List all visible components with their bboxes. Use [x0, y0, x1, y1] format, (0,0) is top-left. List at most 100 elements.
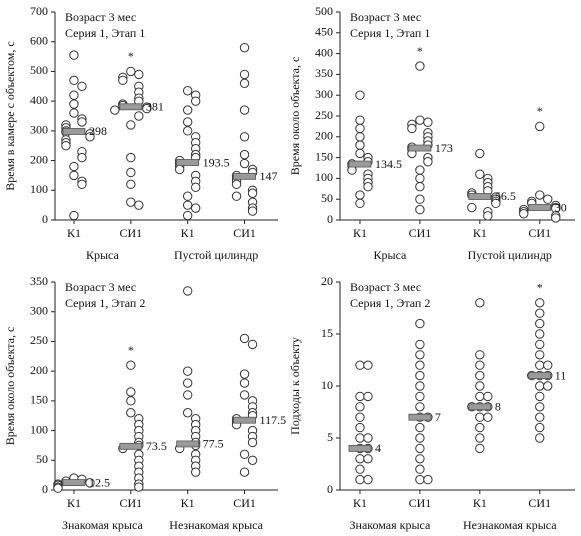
- data-point: [85, 132, 95, 142]
- data-point: [423, 117, 433, 127]
- data-point: [355, 412, 365, 422]
- data-point: [77, 152, 87, 163]
- y-tick-label: 15: [321, 326, 333, 340]
- data-point: [475, 381, 485, 391]
- data-point: [247, 188, 258, 198]
- y-tick-label: 5: [327, 430, 333, 444]
- data-point: [182, 191, 193, 201]
- data-point: [69, 50, 79, 60]
- panel-title: Возраст 3 мес: [350, 280, 421, 294]
- data-point: [182, 390, 193, 400]
- median-bar: [119, 442, 143, 450]
- data-point: [475, 298, 485, 308]
- data-point: [475, 422, 485, 433]
- data-point: [134, 69, 144, 80]
- data-point: [415, 173, 425, 184]
- data-point: [535, 190, 545, 200]
- group-label: Знакомая крыса: [62, 518, 143, 532]
- x-tick-label: К1: [181, 496, 195, 510]
- data-point: [190, 467, 201, 477]
- panel-title: Возраст 3 мес: [65, 10, 136, 24]
- median-label: 11: [555, 368, 567, 382]
- y-tick-label: 700: [30, 4, 48, 18]
- data-point: [535, 121, 545, 132]
- data-point: [483, 391, 493, 402]
- data-point: [415, 318, 425, 329]
- data-point: [174, 164, 185, 175]
- median-label: 298: [89, 124, 107, 138]
- data-point: [355, 402, 365, 412]
- x-tick-label: СИ1: [119, 496, 142, 510]
- data-point: [134, 200, 144, 210]
- median-label: 8: [495, 400, 501, 414]
- significance-mark: *: [128, 343, 134, 357]
- data-point: [543, 194, 553, 204]
- data-point: [239, 333, 250, 344]
- data-point: [355, 140, 365, 150]
- data-point: [126, 197, 136, 207]
- data-point: [190, 182, 201, 193]
- data-point: [61, 141, 71, 151]
- data-point: [355, 360, 365, 370]
- median-bar: [468, 403, 492, 411]
- data-point: [535, 402, 545, 412]
- median-label: 56.5: [495, 189, 516, 203]
- group-label: Крыса: [86, 248, 120, 262]
- median-bar: [62, 128, 86, 135]
- group-label: Пустой цилиндр: [174, 248, 258, 262]
- y-tick-label: 0: [42, 482, 48, 496]
- median-label: 73.5: [146, 439, 167, 453]
- data-point: [355, 90, 365, 100]
- data-point: [363, 182, 373, 192]
- data-point: [182, 86, 193, 96]
- x-tick-label: СИ1: [409, 226, 432, 240]
- data-point: [415, 339, 425, 350]
- data-point: [239, 390, 250, 400]
- median-bar: [176, 440, 200, 448]
- data-point: [491, 198, 501, 209]
- data-point: [535, 308, 545, 318]
- data-point: [355, 132, 365, 142]
- y-tick-label: 100: [315, 170, 333, 184]
- x-tick-label: СИ1: [528, 226, 551, 240]
- data-point: [355, 391, 365, 402]
- x-tick-label: К1: [181, 226, 195, 240]
- data-point: [543, 381, 553, 391]
- data-point: [126, 120, 136, 130]
- data-point: [535, 391, 545, 402]
- y-tick-label: 20: [321, 274, 333, 288]
- median-bar: [348, 444, 372, 452]
- y-tick-label: 300: [30, 303, 48, 317]
- data-point: [415, 115, 425, 125]
- data-point: [535, 329, 545, 339]
- x-tick-label: СИ1: [233, 496, 256, 510]
- y-tick-label: 250: [30, 333, 48, 347]
- data-point: [355, 115, 365, 125]
- median-bar: [233, 172, 256, 180]
- y-tick-label: 500: [315, 4, 333, 18]
- data-point: [247, 437, 258, 448]
- x-tick-label: СИ1: [119, 226, 142, 240]
- data-point: [363, 433, 373, 443]
- data-point: [475, 412, 485, 422]
- data-point: [483, 412, 493, 422]
- data-point: [355, 474, 365, 485]
- data-point: [415, 61, 425, 71]
- data-point: [407, 123, 417, 134]
- data-point: [69, 90, 79, 100]
- data-point: [247, 455, 258, 465]
- data-point: [182, 117, 193, 127]
- median-label: 134.5: [375, 157, 402, 171]
- median-bar: [528, 204, 552, 211]
- data-point: [535, 360, 545, 370]
- y-tick-label: 0: [327, 482, 333, 496]
- y-tick-label: 350: [30, 274, 48, 288]
- data-point: [247, 339, 258, 350]
- y-axis-label: Время в камере с объектом, с: [3, 41, 17, 190]
- x-tick-label: СИ1: [409, 496, 432, 510]
- data-point: [415, 422, 425, 433]
- significance-mark: *: [537, 281, 543, 295]
- data-point: [415, 204, 425, 215]
- y-axis-label: Подходы к объекту: [288, 337, 302, 435]
- data-point: [415, 391, 425, 402]
